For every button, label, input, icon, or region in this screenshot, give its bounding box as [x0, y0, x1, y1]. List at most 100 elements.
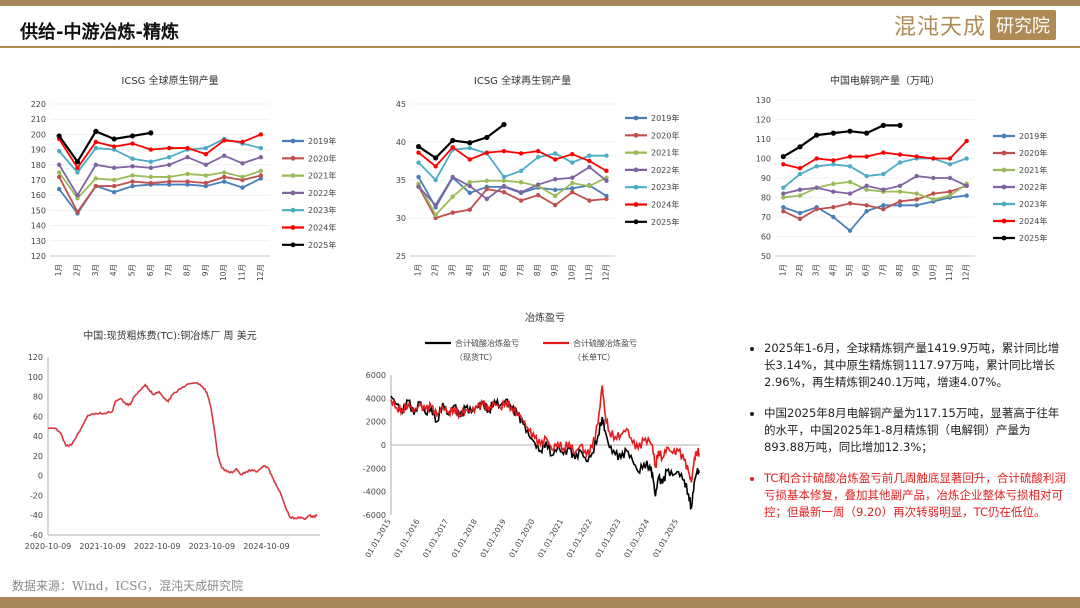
data-point	[864, 183, 869, 188]
chart-china-electrolytic: 中国电解铜产量（万吨） 50 60 70 80 90 100 110 120 130 1月 2月 3月 4…	[756, 74, 1048, 281]
legend-marker	[1001, 133, 1007, 139]
data-point	[130, 164, 135, 169]
page-title: 供给-中游冶炼-精炼	[20, 22, 179, 43]
data-point	[518, 198, 524, 203]
data-point	[93, 128, 99, 134]
y-tick-label: 60	[33, 412, 43, 421]
x-tick-label: 2023-10-09	[189, 542, 236, 551]
data-point	[781, 195, 786, 200]
data-point	[501, 189, 507, 195]
data-point	[501, 178, 507, 183]
data-point	[166, 155, 172, 160]
y-tick-label: 90	[761, 174, 771, 183]
series-line-tc	[47, 381, 318, 521]
x-tick-label: 3月	[812, 264, 821, 276]
data-point	[604, 193, 609, 199]
x-tick-label: 01.01.2025	[651, 517, 680, 559]
legend-marker	[1001, 167, 1007, 173]
legend-marker	[290, 155, 296, 161]
data-point	[415, 143, 422, 150]
data-point	[847, 179, 853, 185]
data-point	[111, 147, 117, 152]
x-tick-label: 01.01.2020	[507, 517, 536, 559]
x-tick-label: 10月	[928, 264, 937, 281]
data-point	[75, 193, 80, 198]
data-point	[467, 183, 472, 189]
y-tick-label: 130	[756, 96, 771, 105]
x-tick-label: 11月	[238, 264, 247, 281]
data-point	[797, 210, 803, 216]
y-tick-label: -2000	[363, 464, 386, 473]
data-point	[897, 199, 903, 204]
y-tick-label: 6000	[366, 371, 386, 380]
data-point	[518, 151, 524, 156]
data-point	[56, 162, 62, 167]
data-point	[416, 150, 421, 155]
data-point	[781, 208, 786, 214]
data-point	[553, 177, 558, 182]
x-tick-label: 2021-10-09	[79, 542, 126, 551]
x-tick-label: 01.01.2022	[565, 517, 594, 559]
x-tick-label: 01.01.2024	[622, 517, 651, 559]
legend-label: 2024年	[1019, 216, 1047, 226]
data-point	[864, 154, 869, 159]
data-point	[518, 168, 524, 174]
data-point	[780, 153, 786, 160]
data-point	[501, 148, 507, 154]
data-point	[914, 191, 919, 196]
y-tick-label: 120	[31, 252, 46, 261]
data-point	[897, 189, 903, 194]
y-tick-label: 200	[31, 130, 46, 139]
x-tick-label: 12月	[256, 264, 265, 281]
data-point	[166, 174, 172, 180]
series-line-2020年	[58, 174, 262, 214]
chart-title: 冶炼盈亏	[525, 311, 565, 324]
chart-title: 中国电解铜产量（万吨）	[830, 74, 940, 87]
data-point	[814, 156, 819, 161]
data-point	[570, 180, 575, 186]
data-point	[450, 210, 455, 215]
data-point	[847, 228, 853, 233]
x-tick-label: 8月	[533, 264, 542, 276]
legend-marker	[1001, 218, 1007, 224]
data-point	[433, 177, 438, 183]
top-bar	[0, 0, 1080, 6]
legend-label: 2020年	[1019, 148, 1047, 158]
y-tick-label: 45	[396, 100, 406, 109]
series-line-2020年	[782, 184, 967, 220]
data-point	[947, 189, 953, 194]
y-tick-label: 210	[31, 115, 46, 124]
series-line-2021年	[417, 176, 607, 217]
series-line-2025年	[417, 123, 505, 160]
data-point	[847, 191, 853, 196]
series-line-2022年	[417, 165, 608, 207]
legend-label: 2021年	[651, 148, 679, 158]
data-point	[185, 182, 190, 187]
legend-label: 2023年	[308, 205, 336, 215]
data-point	[75, 209, 80, 215]
x-tick-label: 6月	[146, 264, 155, 276]
data-point	[221, 179, 227, 184]
x-tick-label: 2月	[795, 264, 804, 276]
data-point	[604, 168, 609, 174]
series-line-2023年	[417, 147, 607, 182]
legend-marker	[290, 138, 296, 144]
data-point	[56, 148, 62, 154]
data-point	[416, 174, 421, 180]
data-point	[518, 180, 524, 185]
bullet-3: TC和合计硫酸冶炼盈亏前几周触底显著回升，合计硫酸利润亏损基本修复，叠加其他副产…	[764, 470, 1068, 521]
data-point	[797, 216, 803, 222]
y-tick-label: 50	[761, 252, 771, 261]
data-point	[831, 162, 836, 167]
data-point	[203, 183, 209, 189]
data-point	[56, 133, 62, 139]
data-point	[148, 159, 154, 164]
x-tick-label: 2024-10-09	[243, 542, 290, 551]
data-point	[56, 186, 62, 192]
data-point	[93, 145, 99, 151]
legend-marker	[290, 190, 296, 196]
y-tick-label: 190	[31, 146, 46, 155]
x-tick-label: 7月	[164, 264, 173, 276]
legend-marker	[290, 242, 296, 248]
data-point	[814, 164, 819, 169]
